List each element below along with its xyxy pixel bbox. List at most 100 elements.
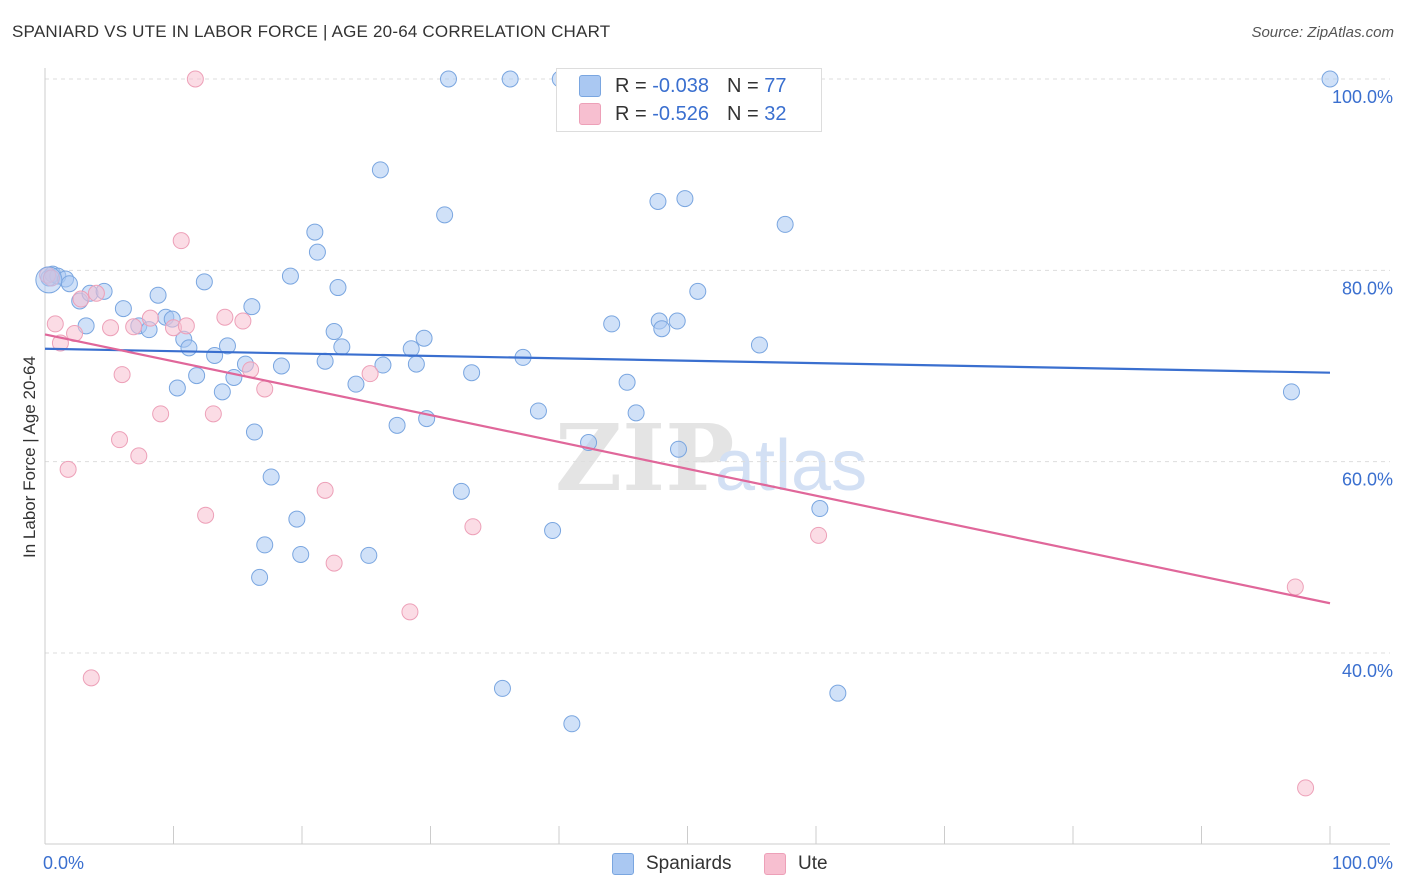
spaniard-point [188,367,206,385]
chart-title: SPANIARD VS UTE IN LABOR FORCE | AGE 20-… [12,22,611,41]
spaniard-point [114,300,132,318]
spaniard-point [245,423,263,441]
spaniard-point [668,312,686,330]
ute-point [256,380,274,398]
spaniard-point [676,190,694,208]
spaniard-point [272,357,290,375]
ute-point [82,669,100,687]
legend-row-ute: R = -0.526 N = 32 [579,101,786,127]
legend-r-label: R = [615,102,647,125]
spaniard-point [402,340,420,358]
ute-point [102,319,120,337]
spaniard-point [316,352,334,370]
y-tick-label: 40.0% [1342,661,1393,681]
spaniard-point [1321,70,1339,88]
ute-point [59,460,77,478]
spaniard-point [436,206,454,224]
spaniard-point [168,379,186,397]
legend-n-label: N = [726,74,759,97]
ute-point [186,70,204,88]
legend-swatch-ute [579,103,601,125]
bottom-legend-ute: Ute [764,852,828,876]
y-tick-label: 100.0% [1332,87,1393,107]
spaniard-point [180,339,198,357]
spaniard-point [407,355,425,373]
spaniard-point [529,402,547,420]
spaniard-point [213,383,231,401]
spaniard-point [452,482,470,500]
ute-point [46,315,64,333]
spaniard-point [243,298,261,316]
y-axis-label: In Labor Force | Age 20-64 [20,356,39,558]
watermark-zip: ZIP [555,404,734,512]
spaniards-series [40,70,1339,733]
spaniards-trend-line [44,347,1331,374]
ute-point [204,405,222,423]
spaniard-point [463,364,481,382]
spaniard-point [360,546,378,564]
spaniard-point [251,568,269,586]
spaniard-cluster-point [35,266,63,294]
legend-row-spaniards: R = -0.038 N = 77 [579,73,786,99]
ute-point [111,431,129,449]
ute-point [177,317,195,335]
spaniard-point [811,500,829,518]
spaniard-point [333,338,351,356]
spaniard-point [415,329,433,347]
bottom-legend-swatch-spaniards [612,853,634,875]
ute-point [1286,578,1304,596]
spaniard-point [288,510,306,528]
y-tick-label: 80.0% [1342,278,1393,298]
spaniard-point [618,373,636,391]
ute-point [1297,779,1315,797]
y-tick-label: 60.0% [1342,470,1393,490]
legend-swatch-spaniards [579,75,601,97]
spaniard-point [308,243,326,261]
legend-n-value: 32 [764,102,787,125]
chart-source: Source: ZipAtlas.com [1251,24,1394,41]
spaniard-point [262,468,280,486]
spaniard-point [544,522,562,540]
spaniard-point [501,70,519,88]
spaniard-point [493,679,511,697]
legend-n-value: 77 [764,74,787,97]
ute-point [401,603,419,621]
watermark-atlas: atlas [715,426,867,506]
spaniard-point [371,161,389,179]
ute-trend-line [44,333,1331,605]
ute-point [810,526,828,544]
correlation-legend: R = -0.038 N = 77 R = -0.526 N = 32 [556,68,822,132]
ute-point [72,290,90,308]
spaniard-point [829,684,847,702]
spaniard-point [149,286,167,304]
ute-point [234,312,252,330]
spaniard-point [256,536,274,554]
x-tick-label: 100.0% [1332,853,1393,873]
spaniard-point [325,323,343,341]
spaniard-point [374,356,392,374]
spaniard-point [689,282,707,300]
ute-point [113,366,131,384]
legend-r-value: -0.038 [652,74,709,97]
spaniard-point [776,215,794,233]
ute-point [316,481,334,499]
spaniard-point [347,375,365,393]
legend-r-label: R = [615,74,647,97]
x-tick-label: 0.0% [43,853,84,873]
ute-point [325,554,343,572]
bottom-legend-label-ute: Ute [798,853,828,874]
spaniard-point [653,320,671,338]
ute-point [130,447,148,465]
spaniard-point [563,715,581,733]
ute-series [39,70,1315,797]
spaniard-point [292,545,310,563]
spaniard-point [388,416,406,434]
ute-point [172,232,190,250]
spaniard-point [329,279,347,297]
spaniard-point [649,192,667,210]
ute-point [141,309,159,327]
bottom-legend-swatch-ute [764,853,786,875]
ute-point [197,506,215,524]
spaniard-point [670,440,688,458]
